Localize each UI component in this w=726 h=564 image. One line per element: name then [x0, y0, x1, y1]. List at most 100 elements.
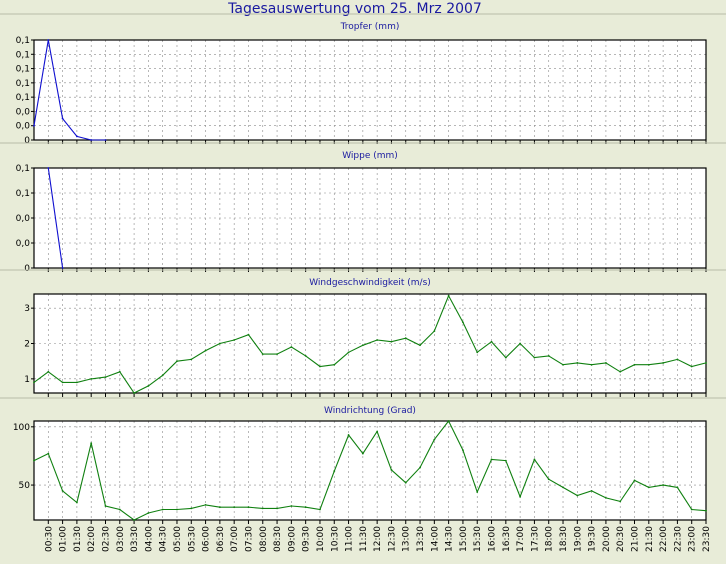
data-point	[562, 363, 564, 366]
data-point	[433, 438, 436, 441]
data-point	[33, 124, 35, 127]
data-point	[633, 479, 636, 482]
data-point	[61, 267, 64, 269]
data-point	[676, 358, 679, 361]
data-point	[605, 362, 607, 364]
y-tick-label: 0,0	[16, 214, 31, 224]
data-point	[247, 333, 250, 336]
y-tick-label: 0,1	[16, 189, 30, 199]
data-point	[233, 339, 236, 341]
x-tick-label: 17:30	[530, 526, 540, 552]
plot-frame	[33, 39, 707, 141]
data-point	[190, 507, 193, 510]
chart-panel-3: Windgeschwindigkeit (m/s) 1 2 3	[0, 269, 726, 397]
data-point	[333, 363, 336, 366]
x-tick-label: 02:30	[101, 526, 111, 552]
x-tick-label: 11:00	[345, 526, 355, 552]
data-point	[404, 337, 407, 340]
data-point	[218, 342, 221, 345]
data-point	[33, 381, 35, 384]
data-point	[662, 362, 665, 364]
x-tick-label: 10:00	[316, 526, 326, 552]
x-tick-label: 13:30	[416, 526, 426, 552]
data-point	[562, 486, 564, 489]
y-tick-label: 0	[24, 136, 30, 146]
data-point	[347, 434, 350, 436]
plot-frame	[33, 293, 707, 394]
x-tick-label: 02:00	[87, 526, 97, 552]
x-tick-label: 14:00	[430, 526, 440, 552]
x-tick-label: 04:00	[144, 526, 154, 552]
data-point	[261, 353, 264, 356]
data-point	[261, 507, 264, 510]
data-point	[633, 363, 636, 366]
data-point	[304, 354, 307, 357]
chart-title: Windgeschwindigkeit (m/s)	[309, 278, 431, 288]
data-point	[361, 452, 364, 455]
plot-area	[34, 40, 706, 140]
y-tick-label: 0,0	[16, 122, 31, 132]
data-point	[90, 377, 93, 380]
data-point	[147, 512, 150, 514]
x-tick-label: 20:30	[616, 526, 626, 552]
x-tick-label: 23:00	[688, 526, 698, 552]
x-tick-label: 03:30	[130, 526, 140, 552]
data-point	[447, 420, 450, 422]
y-tick-label: 0,1	[16, 93, 30, 103]
data-point	[204, 349, 207, 352]
y-tick-label: 0,1	[16, 50, 30, 60]
data-point	[419, 344, 421, 347]
x-tick-label: 09:00	[287, 526, 297, 552]
chart-panel-2: Wippe (mm) 0 0,0 0,0 0,1 0,1	[0, 142, 726, 274]
data-point	[133, 392, 135, 394]
data-point	[190, 358, 193, 361]
data-point	[390, 469, 393, 471]
x-tick-label: 16:30	[502, 526, 512, 552]
x-tick-label: 01:00	[59, 526, 69, 552]
x-tick-label: 20:00	[602, 526, 612, 552]
data-point	[504, 356, 507, 359]
data-point	[547, 354, 550, 357]
x-tick-label: 18:00	[545, 526, 555, 552]
x-tick-label: 15:30	[473, 526, 483, 552]
data-point	[161, 508, 164, 511]
y-tick-label: 0,1	[16, 79, 30, 89]
data-point	[75, 381, 78, 384]
x-tick-label: 13:00	[402, 526, 412, 552]
data-point	[390, 340, 393, 343]
chart-panels: Tropfer (mm)00,00,00,10,10,10,10,1Wippe …	[0, 13, 726, 524]
data-point	[533, 356, 536, 359]
data-point	[233, 506, 236, 509]
data-point	[590, 489, 593, 492]
data-point	[676, 486, 679, 489]
data-point	[61, 381, 64, 384]
series-line	[33, 39, 106, 141]
data-point	[404, 481, 407, 484]
data-point	[304, 506, 307, 509]
data-point	[504, 459, 507, 462]
x-tick-label: 19:00	[573, 526, 583, 552]
y-tick-label: 0,1	[16, 164, 30, 174]
x-tick-label: 08:00	[259, 526, 269, 552]
chart-panel-1: Tropfer (mm) 0 0,0 0,0 0,1 0,1 0,1 0,1 0,1	[0, 13, 726, 146]
data-point	[118, 370, 121, 373]
data-point	[519, 495, 522, 498]
data-point	[705, 509, 707, 512]
data-point	[462, 321, 464, 324]
y-tick-label: 0,0	[16, 107, 31, 117]
chart-title: Windrichtung (Grad)	[324, 406, 416, 416]
data-point	[590, 363, 593, 366]
y-tick-label: 2	[24, 340, 30, 350]
x-tick-label: 05:00	[173, 526, 183, 552]
data-point	[433, 330, 436, 333]
x-tick-label: 01:30	[73, 526, 83, 552]
y-tick-label: 50	[19, 481, 31, 491]
y-tick-label: 0	[24, 264, 30, 274]
data-point	[619, 370, 622, 373]
data-point	[147, 385, 150, 387]
time-axis: 00:30 01:00 01:30 02:00 02:30 03:00 03:30 04:00…	[44, 526, 712, 552]
data-point	[319, 365, 321, 368]
data-point	[290, 346, 293, 348]
data-point	[462, 449, 464, 452]
data-point	[705, 362, 707, 364]
